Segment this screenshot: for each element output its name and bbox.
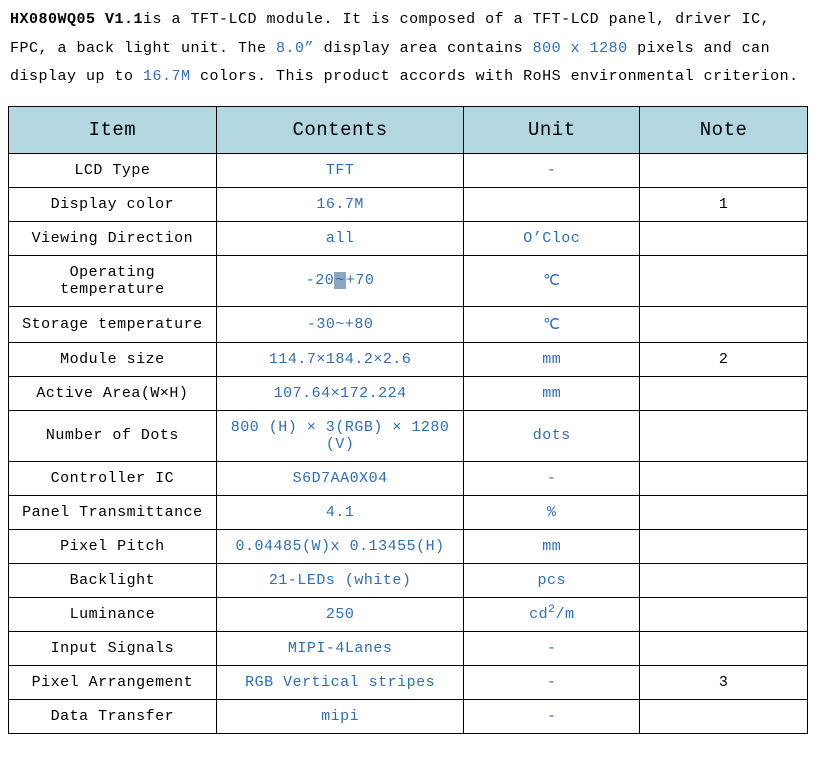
table-row: LCD TypeTFT- [9, 153, 808, 187]
cell-unit [464, 187, 640, 221]
cell-item: Storage temperature [9, 306, 217, 342]
cell-contents: all [216, 221, 464, 255]
cell-unit: - [464, 461, 640, 495]
cell-contents: 4.1 [216, 495, 464, 529]
color-count: 16.7M [143, 68, 191, 85]
cell-unit: % [464, 495, 640, 529]
cell-item: Viewing Direction [9, 221, 217, 255]
cell-note [640, 631, 808, 665]
display-size: 8.0” [276, 40, 314, 57]
table-row: Panel Transmittance4.1% [9, 495, 808, 529]
cell-contents: mipi [216, 699, 464, 733]
cell-contents: 800 (H) × 3(RGB) × 1280 (V) [216, 410, 464, 461]
table-row: Input SignalsMIPI-4Lanes- [9, 631, 808, 665]
cell-note [640, 221, 808, 255]
cell-note [640, 153, 808, 187]
table-row: Controller ICS6D7AA0X04- [9, 461, 808, 495]
cell-contents: 21-LEDs (white) [216, 563, 464, 597]
cell-note [640, 255, 808, 306]
header-row: Item Contents Unit Note [9, 106, 808, 153]
cell-item: Backlight [9, 563, 217, 597]
cell-note [640, 699, 808, 733]
cell-unit: ℃ [464, 306, 640, 342]
cell-item: Display color [9, 187, 217, 221]
cell-unit: dots [464, 410, 640, 461]
cell-contents: -20~+70 [216, 255, 464, 306]
table-row: Number of Dots800 (H) × 3(RGB) × 1280 (V… [9, 410, 808, 461]
cell-item: Pixel Arrangement [9, 665, 217, 699]
cell-contents: 16.7M [216, 187, 464, 221]
cell-item: Luminance [9, 597, 217, 631]
cell-item: Pixel Pitch [9, 529, 217, 563]
intro-text-4: colors. This product accords with RoHS e… [191, 68, 799, 85]
cell-unit: mm [464, 376, 640, 410]
table-row: Display color16.7M 1 [9, 187, 808, 221]
table-row: Pixel ArrangementRGB Vertical stripes-3 [9, 665, 808, 699]
cell-item: Panel Transmittance [9, 495, 217, 529]
cell-item: Module size [9, 342, 217, 376]
table-row: Data Transfermipi- [9, 699, 808, 733]
cell-contents: S6D7AA0X04 [216, 461, 464, 495]
cell-contents: RGB Vertical stripes [216, 665, 464, 699]
cell-note [640, 563, 808, 597]
cell-contents: -30~+80 [216, 306, 464, 342]
table-row: Active Area(W×H)107.64×172.224mm [9, 376, 808, 410]
cell-note: 1 [640, 187, 808, 221]
model-name: HX080WQ05 V1.1 [10, 11, 143, 28]
cell-contents: 0.04485(W)x 0.13455(H) [216, 529, 464, 563]
cell-unit: - [464, 665, 640, 699]
table-row: Viewing DirectionallO’Cloc [9, 221, 808, 255]
cell-unit: ℃ [464, 255, 640, 306]
cell-item: LCD Type [9, 153, 217, 187]
cell-note [640, 529, 808, 563]
cell-item: Data Transfer [9, 699, 217, 733]
table-row: Operating temperature-20~+70℃ [9, 255, 808, 306]
cell-item: Active Area(W×H) [9, 376, 217, 410]
cell-note [640, 495, 808, 529]
cell-note [640, 376, 808, 410]
cell-unit: - [464, 699, 640, 733]
cell-unit: mm [464, 342, 640, 376]
cell-unit: - [464, 631, 640, 665]
cell-note [640, 597, 808, 631]
header-contents: Contents [216, 106, 464, 153]
table-row: Module size114.7×184.2×2.6mm2 [9, 342, 808, 376]
resolution: 800 x 1280 [533, 40, 628, 57]
cell-contents: 250 [216, 597, 464, 631]
cell-item: Controller IC [9, 461, 217, 495]
intro-paragraph: HX080WQ05 V1.1is a TFT-LCD module. It is… [10, 6, 806, 92]
cell-note: 3 [640, 665, 808, 699]
cell-note: 2 [640, 342, 808, 376]
cell-unit: O’Cloc [464, 221, 640, 255]
spec-table: Item Contents Unit Note LCD TypeTFT-Disp… [8, 106, 808, 734]
cell-unit: - [464, 153, 640, 187]
header-item: Item [9, 106, 217, 153]
table-row: Pixel Pitch0.04485(W)x 0.13455(H)mm [9, 529, 808, 563]
cell-item: Operating temperature [9, 255, 217, 306]
cell-note [640, 410, 808, 461]
cell-note [640, 461, 808, 495]
cell-unit: cd2/m [464, 597, 640, 631]
header-note: Note [640, 106, 808, 153]
header-unit: Unit [464, 106, 640, 153]
intro-text-2: display area contains [314, 40, 533, 57]
cell-item: Number of Dots [9, 410, 217, 461]
cell-item: Input Signals [9, 631, 217, 665]
table-row: Luminance250cd2/m [9, 597, 808, 631]
cell-contents: MIPI-4Lanes [216, 631, 464, 665]
cell-contents: 107.64×172.224 [216, 376, 464, 410]
cell-contents: TFT [216, 153, 464, 187]
table-row: Storage temperature-30~+80℃ [9, 306, 808, 342]
cell-unit: pcs [464, 563, 640, 597]
table-row: Backlight21-LEDs (white)pcs [9, 563, 808, 597]
cell-unit: mm [464, 529, 640, 563]
cell-note [640, 306, 808, 342]
cell-contents: 114.7×184.2×2.6 [216, 342, 464, 376]
